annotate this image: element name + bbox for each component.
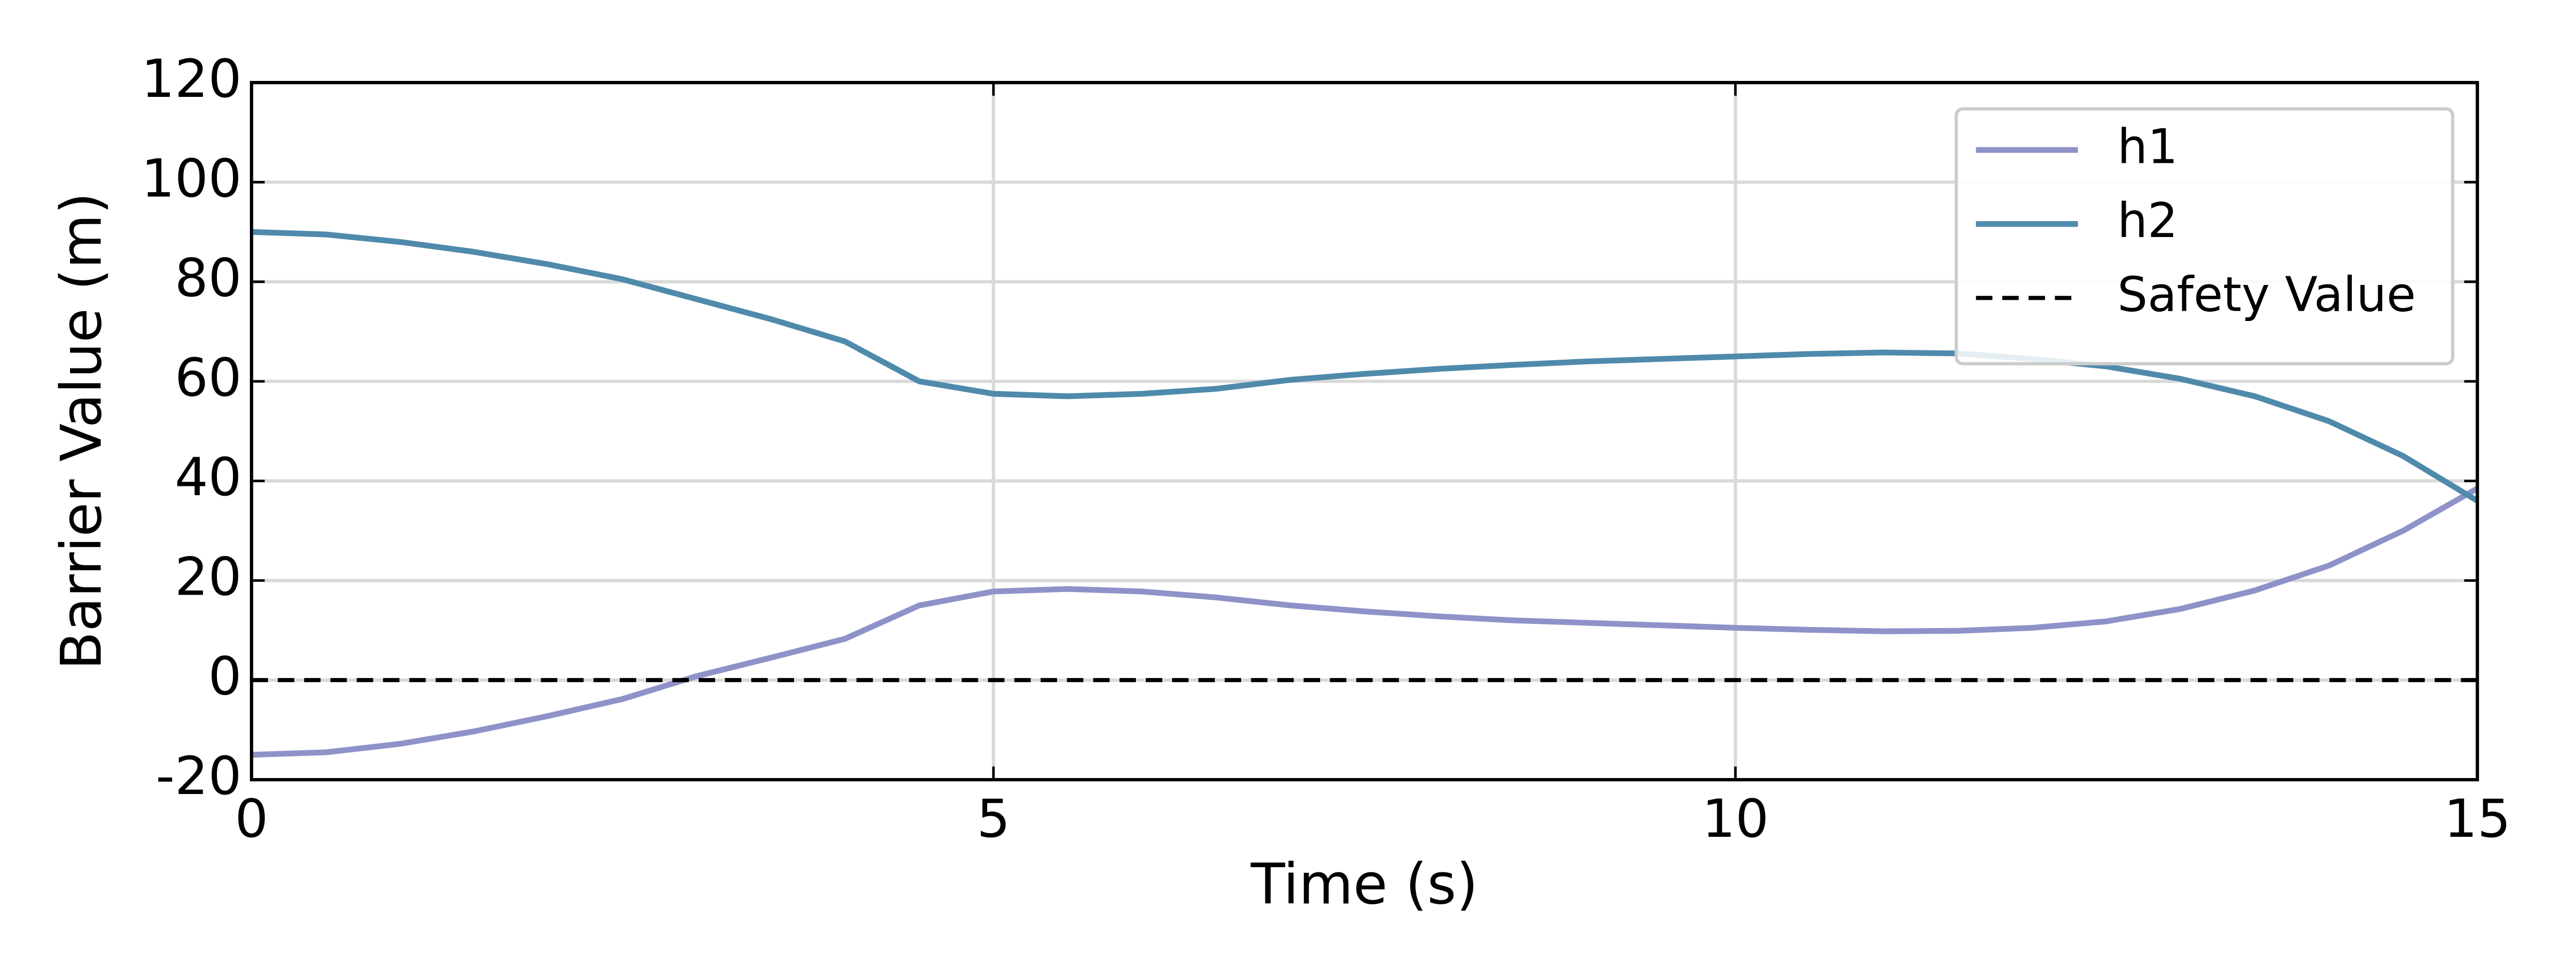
x-tick-label: 5 (977, 788, 1010, 850)
legend-label: h2 (2117, 193, 2178, 248)
series-line (251, 229, 2479, 503)
y-tick-label: 120 (141, 48, 242, 110)
legend-label: h1 (2117, 119, 2178, 174)
y-tick-label: 40 (175, 447, 242, 508)
x-tick-label: 0 (235, 788, 268, 850)
x-tick-label: 15 (2444, 788, 2511, 850)
y-tick-label: 0 (208, 646, 242, 707)
legend-label: Safety Value (2117, 267, 2416, 323)
plot-frame (250, 81, 2479, 782)
y-tick-label: 80 (175, 248, 242, 309)
series-line (251, 486, 2479, 758)
x-axis-label: Time (s) (1250, 852, 1478, 917)
y-tick-label: 20 (175, 546, 242, 607)
y-axis-label: Barrier Value (m) (49, 192, 114, 670)
y-tick-label: 60 (175, 347, 242, 409)
x-tick-label: 10 (1702, 788, 1769, 850)
y-tick-label: -20 (156, 746, 242, 807)
legend-box (1954, 107, 2454, 366)
y-tick-label: 100 (141, 148, 242, 209)
legend: h1 h2 Safety Value (1954, 107, 2454, 366)
